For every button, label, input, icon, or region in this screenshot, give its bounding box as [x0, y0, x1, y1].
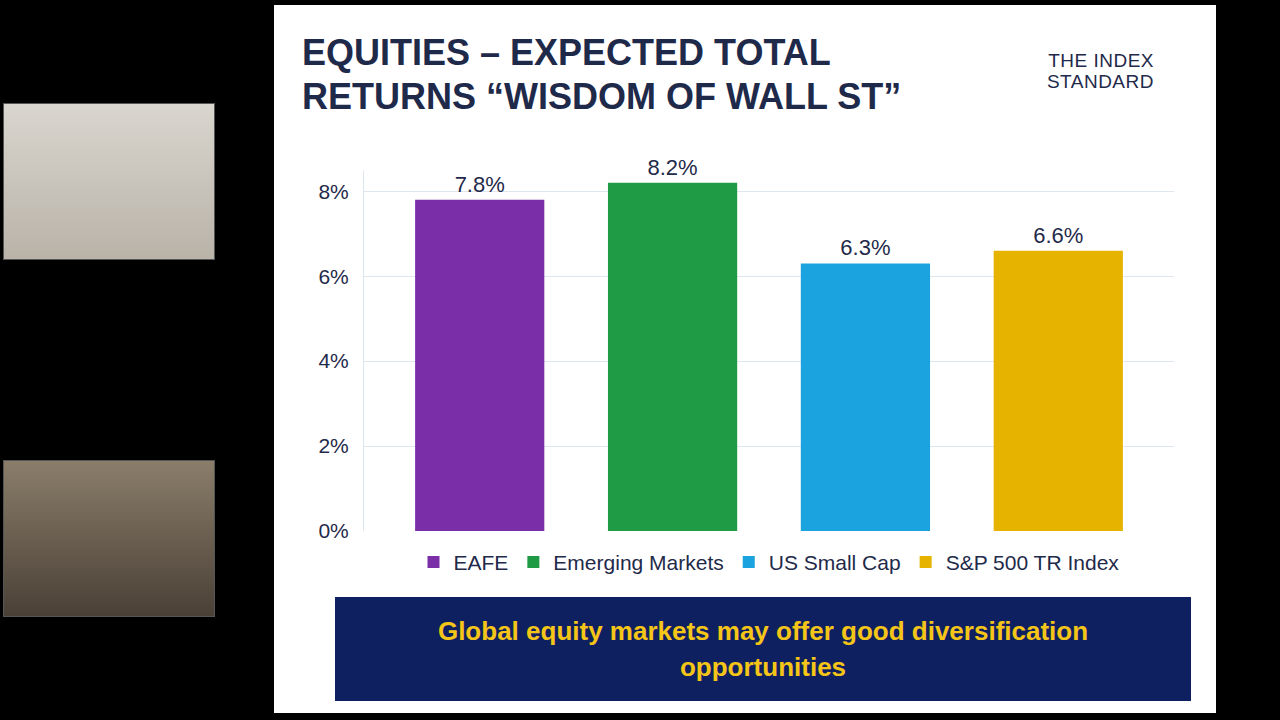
svg-text:0%: 0%	[318, 519, 348, 542]
svg-text:8%: 8%	[318, 180, 348, 203]
html-text:EQUITIES – EXPECTED TOTAL RETU: EQUITIES – EXPECTED TOTAL RETURNS “WISDO…	[302, 32, 902, 117]
svg-text:6.3%: 6.3%	[840, 235, 890, 260]
svg-text:S&P 500 TR Index: S&P 500 TR Index	[946, 551, 1120, 574]
svg-text:Emerging Markets: Emerging Markets	[553, 551, 723, 574]
svg-text:7.8%: 7.8%	[455, 172, 505, 197]
svg-text:EAFE: EAFE	[454, 551, 509, 574]
svg-text:6.6%: 6.6%	[1033, 223, 1083, 248]
svg-text:6%: 6%	[318, 265, 348, 288]
html-text:THE INDEX STANDARD: THE INDEX STANDARD	[1046, 50, 1154, 92]
svg-text:8.2%: 8.2%	[647, 155, 697, 180]
svg-text:US Small Cap: US Small Cap	[769, 551, 901, 574]
svg-text:4%: 4%	[318, 349, 348, 372]
html-text:Global equity markets may offe: Global equity markets may offer good div…	[437, 616, 1089, 682]
svg-text:2%: 2%	[318, 434, 348, 457]
